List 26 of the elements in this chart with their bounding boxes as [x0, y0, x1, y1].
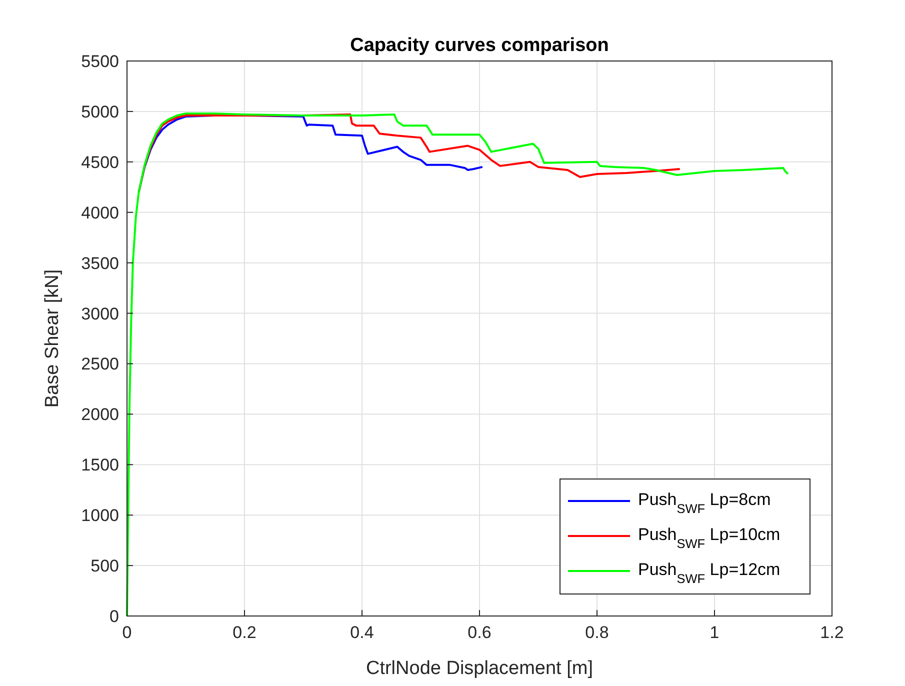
legend-label: Push$_{SWF}$ Lp=12cm [638, 560, 780, 586]
y-tick-label: 0 [110, 607, 119, 626]
y-tick-label: 2000 [81, 405, 119, 424]
y-tick-label: 3000 [81, 304, 119, 324]
x-tick-label: 1.2 [820, 623, 844, 642]
x-axis-title: CtrlNode Displacement [m] [366, 658, 594, 679]
y-tick-label: 1500 [81, 456, 119, 475]
y-tick-label: 1000 [81, 506, 119, 526]
y-axis-title: Base Shear [kN] [42, 269, 63, 408]
chart-title: Capacity curves comparison [350, 35, 609, 56]
x-tick-label: 0.4 [350, 623, 374, 642]
y-tick-label: 3500 [81, 254, 119, 273]
x-tick-label: 0.6 [468, 623, 492, 642]
legend-label: Push$_{SWF}$ Lp=8cm [638, 490, 771, 516]
line-series [126, 112, 789, 617]
y-tick-label: 500 [90, 556, 119, 576]
y-tick-label: 5500 [81, 52, 119, 71]
y-tick-label: 4000 [81, 203, 119, 222]
x-tick-label: 0 [122, 623, 132, 642]
y-tick-label: 4500 [81, 152, 119, 172]
y-tick-label: 2500 [81, 354, 119, 374]
x-tick-label: 1 [710, 623, 720, 642]
x-tick-label: 0.8 [585, 623, 609, 642]
y-tick-label: 5000 [81, 102, 119, 122]
legend-label: Push$_{SWF}$ Lp=10cm [638, 525, 780, 550]
x-tick-label: 0.2 [232, 623, 256, 642]
